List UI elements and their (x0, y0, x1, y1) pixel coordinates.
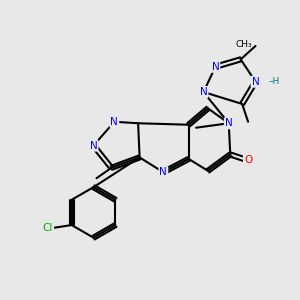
Text: N: N (160, 167, 167, 177)
Text: O: O (244, 155, 252, 165)
Text: N: N (225, 118, 232, 128)
Text: CH₃: CH₃ (235, 40, 252, 49)
Text: Cl: Cl (43, 223, 53, 233)
Text: N: N (90, 140, 98, 151)
Text: N: N (212, 62, 219, 72)
Text: N: N (252, 76, 260, 87)
Text: N: N (110, 117, 118, 127)
Text: –H: –H (269, 77, 280, 86)
Text: N: N (200, 87, 207, 97)
